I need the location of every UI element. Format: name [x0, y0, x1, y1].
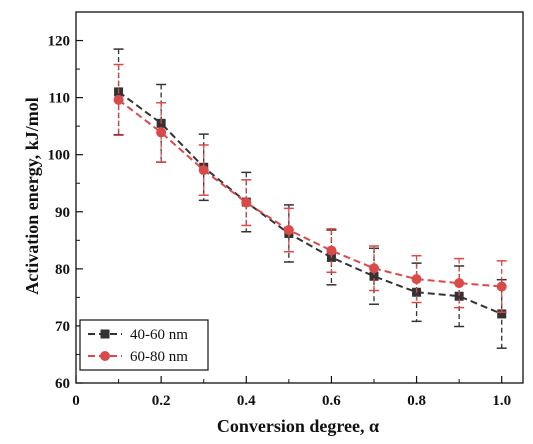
series-60-80-point — [369, 263, 379, 274]
legend-marker-2 — [100, 351, 110, 361]
y-axis-title: Activation energy, kJ/mol — [22, 97, 42, 294]
plot-frame — [75, 11, 524, 384]
y-tick-label: 60 — [55, 376, 70, 392]
legend-box — [79, 319, 209, 371]
series-40-60-point — [369, 271, 379, 281]
series-40-60-point — [454, 291, 464, 301]
x-tick-label: 1.0 — [492, 393, 511, 409]
legend-label-2: 60-80 nm — [130, 349, 188, 365]
y-tick-label: 80 — [55, 262, 70, 278]
x-axis-title: Conversion degree, α — [217, 416, 379, 436]
series-60-80-point — [156, 127, 167, 138]
legend-marker-1 — [100, 329, 110, 339]
y-tick-label: 90 — [55, 205, 70, 221]
y-tick-label: 120 — [48, 34, 71, 50]
series-60-80-point — [454, 278, 465, 289]
x-tick-label: 0 — [72, 393, 80, 409]
legend-label-1: 40-60 nm — [130, 327, 188, 343]
series-60-80-point — [113, 94, 124, 105]
x-tick-label: 0.6 — [322, 393, 341, 409]
series-60-80-point — [326, 245, 337, 256]
y-tick-label: 100 — [48, 148, 71, 164]
series-60-80-point — [496, 281, 507, 292]
series-60-80-line — [117, 99, 502, 288]
x-tick-label: 0.4 — [237, 393, 256, 409]
y-tick-label: 70 — [55, 319, 70, 335]
series-60-80-point — [241, 197, 252, 208]
series-40-60-point — [497, 309, 507, 319]
series-60-80-point — [411, 274, 422, 285]
series-60-80-point — [283, 225, 294, 236]
series-60-80-point — [198, 165, 209, 176]
x-tick-label: 0.8 — [407, 393, 426, 409]
x-tick-label: 0.2 — [152, 393, 171, 409]
y-tick-label: 110 — [48, 91, 70, 107]
series-40-60-line — [118, 91, 503, 315]
